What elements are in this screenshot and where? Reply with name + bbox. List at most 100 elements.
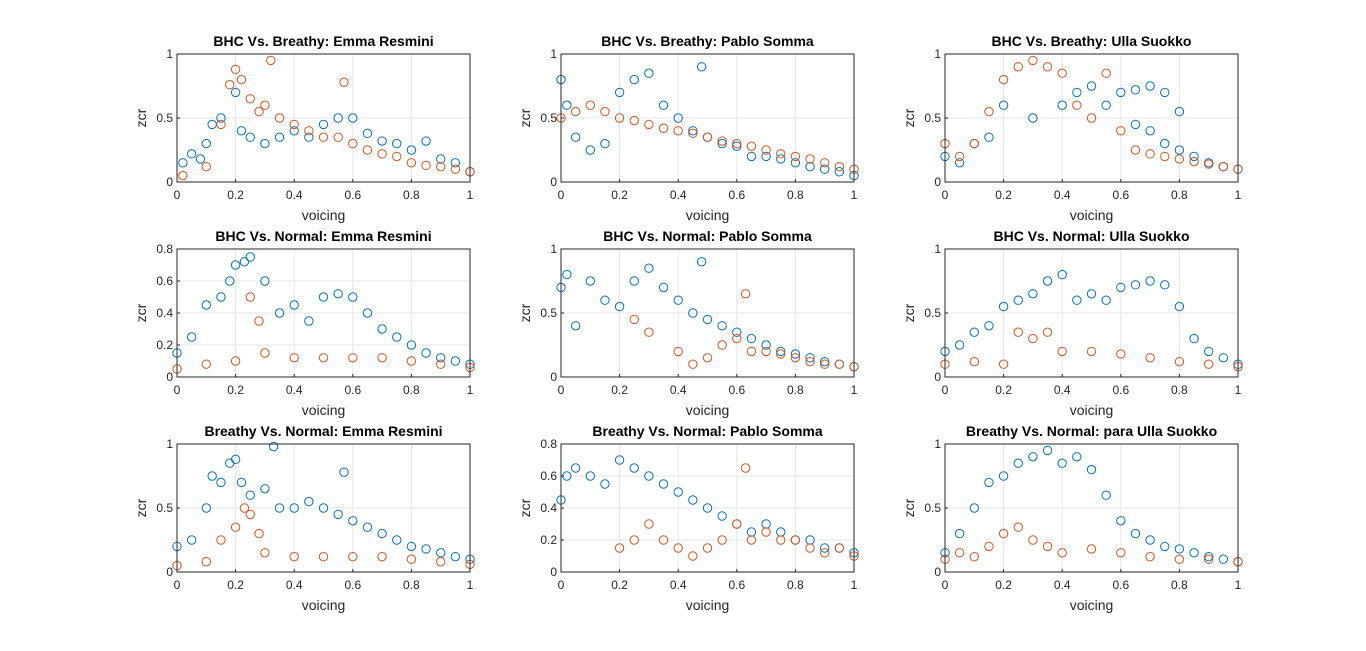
data-point	[761, 346, 771, 357]
data-point	[629, 463, 639, 473]
data-point	[406, 356, 417, 366]
data-point	[614, 301, 625, 312]
data-point	[1013, 327, 1023, 337]
data-point	[377, 353, 387, 363]
y-axis-label: zcr	[133, 303, 149, 322]
y-axis-label: zcr	[517, 303, 533, 322]
data-point	[1057, 269, 1067, 280]
data-point	[406, 158, 417, 168]
data-point	[348, 113, 358, 123]
data-point	[392, 138, 402, 149]
chart-title: Breathy Vs. Normal: para Ulla Suokko	[966, 423, 1217, 439]
data-point	[318, 551, 329, 562]
data-point	[201, 503, 212, 513]
x-tick-label: 0.6	[728, 188, 745, 202]
data-point	[820, 164, 830, 174]
data-point	[1116, 548, 1126, 558]
data-point	[1086, 81, 1097, 91]
data-point	[260, 276, 270, 286]
y-tick-label: 0.6	[156, 274, 173, 288]
y-tick-label: 0.5	[924, 111, 941, 125]
x-tick-label: 1	[851, 578, 858, 592]
data-point	[216, 292, 226, 302]
data-point	[1116, 516, 1126, 526]
data-point	[717, 136, 727, 146]
x-tick-label: 0	[558, 383, 565, 397]
x-tick-label: 0.8	[403, 578, 420, 592]
data-point	[436, 353, 446, 363]
y-tick-label: 1	[550, 242, 557, 256]
x-tick-label: 0.4	[1054, 188, 1071, 202]
x-tick-label: 0.6	[1112, 383, 1129, 397]
data-point	[1042, 541, 1053, 552]
data-point	[746, 535, 757, 545]
data-point	[216, 477, 226, 488]
data-point	[333, 509, 343, 520]
data-point	[1086, 289, 1097, 299]
data-point	[201, 300, 212, 310]
data-point	[260, 484, 270, 494]
data-point	[776, 149, 786, 159]
data-point	[1042, 62, 1053, 72]
data-point	[600, 138, 610, 149]
data-point	[348, 551, 358, 562]
series-1	[940, 269, 1243, 369]
x-tick-label: 0.4	[286, 188, 303, 202]
data-point	[717, 535, 727, 545]
data-point	[339, 467, 349, 477]
data-point	[761, 145, 771, 155]
data-point	[790, 535, 801, 545]
data-point	[954, 340, 965, 350]
data-point	[362, 128, 373, 139]
data-point	[1130, 119, 1141, 130]
subplot: 0 0.2 0.4 0.6 0.8 1 0 0.5 1 BHC Vs. Breathy: Ulla…	[901, 33, 1243, 223]
y-tick-label: 0	[166, 370, 173, 384]
data-point	[236, 126, 247, 136]
data-point	[186, 149, 197, 159]
y-tick-label: 0	[166, 565, 173, 579]
data-point	[984, 541, 994, 552]
data-point	[348, 138, 358, 149]
y-tick-label: 0	[934, 175, 941, 189]
data-point	[1116, 282, 1126, 293]
data-point	[1028, 535, 1038, 545]
data-point	[1174, 106, 1185, 117]
x-tick-label: 0.4	[1054, 383, 1071, 397]
data-point	[289, 551, 299, 562]
y-tick-label: 0.5	[540, 111, 557, 125]
data-point	[1028, 113, 1038, 123]
data-point	[688, 551, 698, 561]
data-point	[629, 314, 639, 325]
data-point	[1145, 276, 1155, 286]
data-point	[348, 353, 358, 363]
data-point	[186, 535, 197, 545]
data-point	[1160, 280, 1170, 290]
x-axis-label: voicing	[302, 597, 346, 613]
data-point	[761, 340, 771, 350]
data-point	[688, 308, 698, 318]
data-point	[239, 503, 250, 513]
subplot: 0 0.2 0.4 0.6 0.8 1 0 0.2 0.4 0.6 0.8 Breathy Vs. N…	[517, 423, 859, 613]
data-point	[790, 151, 801, 162]
data-point	[289, 126, 299, 136]
x-tick-label: 0.4	[670, 188, 687, 202]
x-axis-label: voicing	[1070, 207, 1114, 223]
x-tick-label: 0.4	[286, 578, 303, 592]
data-point	[732, 327, 742, 337]
x-tick-label: 0.2	[227, 383, 244, 397]
data-point	[1130, 280, 1141, 290]
data-point	[761, 527, 771, 537]
y-tick-label: 0.8	[540, 437, 557, 451]
data-point	[289, 503, 299, 513]
x-tick-label: 1	[467, 578, 474, 592]
x-tick-label: 1	[1235, 578, 1242, 592]
x-tick-label: 0.8	[787, 188, 804, 202]
data-point	[702, 503, 713, 513]
data-point	[225, 80, 235, 90]
data-point	[717, 340, 727, 350]
subplot: 0 0.2 0.4 0.6 0.8 1 0 0.5 1 Breathy Vs. Normal: E…	[133, 423, 475, 613]
y-tick-label: 0.5	[156, 501, 173, 515]
data-point	[254, 528, 264, 539]
x-tick-label: 0.4	[286, 383, 303, 397]
